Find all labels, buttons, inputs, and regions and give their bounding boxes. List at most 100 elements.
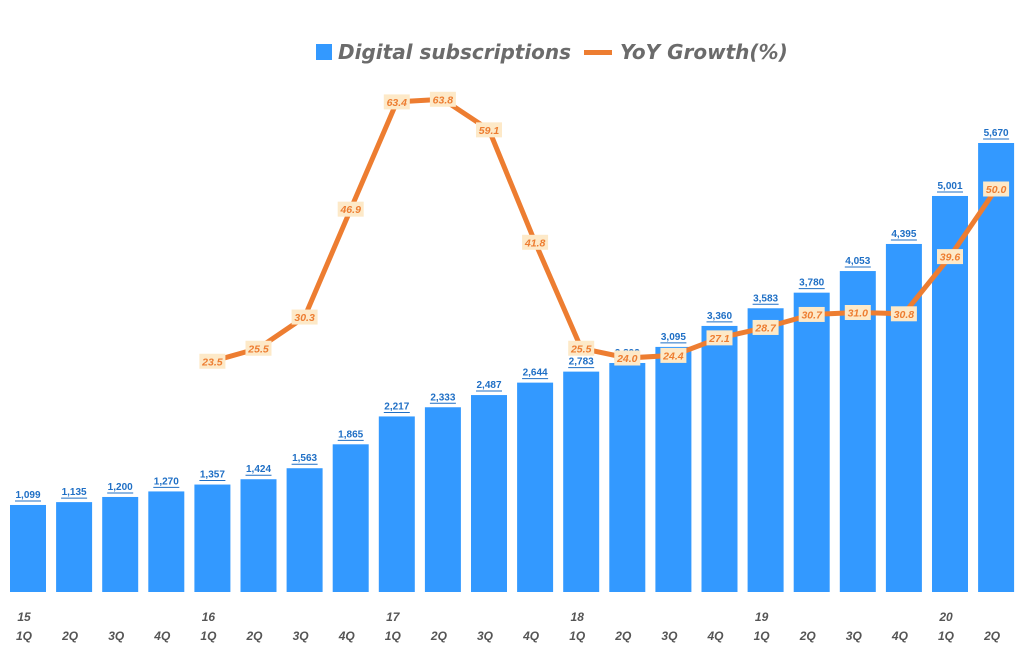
bar [148,491,185,592]
growth-label-box [337,201,364,217]
x-tick-quarter: 1Q [16,629,33,643]
bar-data-label: 1,357 [200,470,225,481]
x-axis: 15 1Q 2Q 3Q 4Q 16 1Q 2Q 3Q 4Q 17 1Q 2Q 3Q 4Q 18 1Q 2Q 3Q 4Q… [16,610,1001,643]
x-tick-year: 17 [386,610,401,624]
bar [286,468,323,592]
growth-label-text: 25.5 [570,343,592,355]
bar [424,407,461,592]
growth-label-text: 50.0 [986,184,1007,196]
bar [378,416,415,592]
growth-label-box [844,305,871,320]
growth-label-text: 30.3 [294,312,315,324]
x-tick-quarter: 4Q [338,629,356,643]
x-tick-year: 18 [571,610,585,624]
bar-data-label: 5,001 [937,181,962,192]
bar [517,382,554,592]
growth-label-box [383,94,410,110]
growth-label: 23.5 [199,353,226,369]
growth-label: 30.7 [798,306,825,322]
growth-label: 39.6 [937,249,963,265]
bar-data-label: 3,095 [661,332,686,343]
growth-label: 31.0 [844,305,871,320]
x-tick-quarter: 2Q [61,629,79,643]
bar [701,325,738,592]
x-tick-quarter: 2Q [614,629,632,643]
bar-data-label: 4,053 [845,256,870,267]
x-tick-quarter: 4Q [706,629,724,643]
legend-line-swatch [584,49,612,55]
bar [10,504,46,592]
bar-data-label: 3,360 [707,311,732,322]
growth-label-box [522,234,549,250]
growth-label-box [199,353,226,369]
bar-data-label: 2,783 [569,357,594,368]
x-tick-year: 15 [17,610,31,624]
growth-label-box [291,309,318,325]
bars-layer [10,143,1015,593]
growth-label-text: 30.7 [801,309,823,321]
x-tick-quarter: 1Q [569,629,586,643]
bar [747,308,784,592]
bar-data-label: 3,780 [799,278,824,289]
bar-data-label: 5,670 [984,128,1009,139]
bar [56,502,93,592]
growth-label-text: 23.5 [201,356,223,368]
growth-label-text: 46.9 [339,204,361,216]
bar-data-label: 3,583 [753,293,778,304]
growth-label-box [476,122,502,138]
bar [471,395,507,592]
line-labels-layer: 23.5 25.5 30.3 46.9 63.4 63.8 59.1 41.8 25.5 24.0… [199,91,1010,369]
bar [102,496,139,592]
x-tick-year: 19 [755,610,769,624]
growth-label-text: 24.0 [616,353,638,365]
growth-label: 63.4 [383,94,410,110]
x-tick-quarter: 1Q [938,629,955,643]
growth-label-text: 24.4 [662,350,684,362]
growth-label-box [706,330,733,346]
legend-item-bar: Digital subscriptions [316,40,571,64]
growth-label-box [614,350,641,366]
bar-data-label: 2,644 [523,368,548,379]
growth-label-text: 63.4 [387,97,408,109]
bar-data-label: 1,865 [338,429,363,440]
growth-label: 59.1 [476,122,502,138]
growth-label-text: 59.1 [479,125,500,137]
legend-bar-swatch [316,44,332,60]
x-tick-quarter: 2Q [430,629,448,643]
x-tick-quarter: 3Q [846,629,863,643]
bar [332,444,369,592]
growth-label: 50.0 [983,181,1010,197]
growth-label: 46.9 [337,201,364,217]
legend: Digital subscriptions YoY Growth(%) [0,40,1024,68]
legend-bar-label: Digital subscriptions [338,40,572,64]
growth-label: 41.8 [522,234,549,250]
x-tick-quarter: 3Q [661,629,678,643]
growth-label-text: 39.6 [940,252,961,264]
bar-data-label: 1,270 [154,476,179,487]
x-tick-quarter: 4Q [522,629,540,643]
growth-label: 25.5 [245,340,272,356]
x-tick-year: 20 [938,610,953,624]
bar-data-label: 4,395 [891,229,916,240]
x-tick-quarter: 2Q [245,629,263,643]
bar [194,484,231,592]
growth-label: 30.3 [291,309,318,325]
line-layer [209,96,999,364]
growth-label: 27.1 [706,330,733,346]
growth-label-box [752,319,779,335]
x-tick-quarter: 2Q [799,629,817,643]
growth-label-box [798,306,825,322]
bar [793,292,830,592]
x-tick-quarter: 1Q [385,629,402,643]
x-tick-quarter: 1Q [200,629,217,643]
growth-label-text: 28.7 [754,322,777,334]
growth-label-box [568,340,595,356]
growth-label: 25.5 [568,340,595,356]
bar [609,362,646,592]
growth-label-box [983,181,1010,197]
bar-data-label: 2,487 [476,380,501,391]
bar-data-label: 2,217 [384,401,409,412]
growth-label-text: 25.5 [247,343,269,355]
growth-line [209,96,999,364]
